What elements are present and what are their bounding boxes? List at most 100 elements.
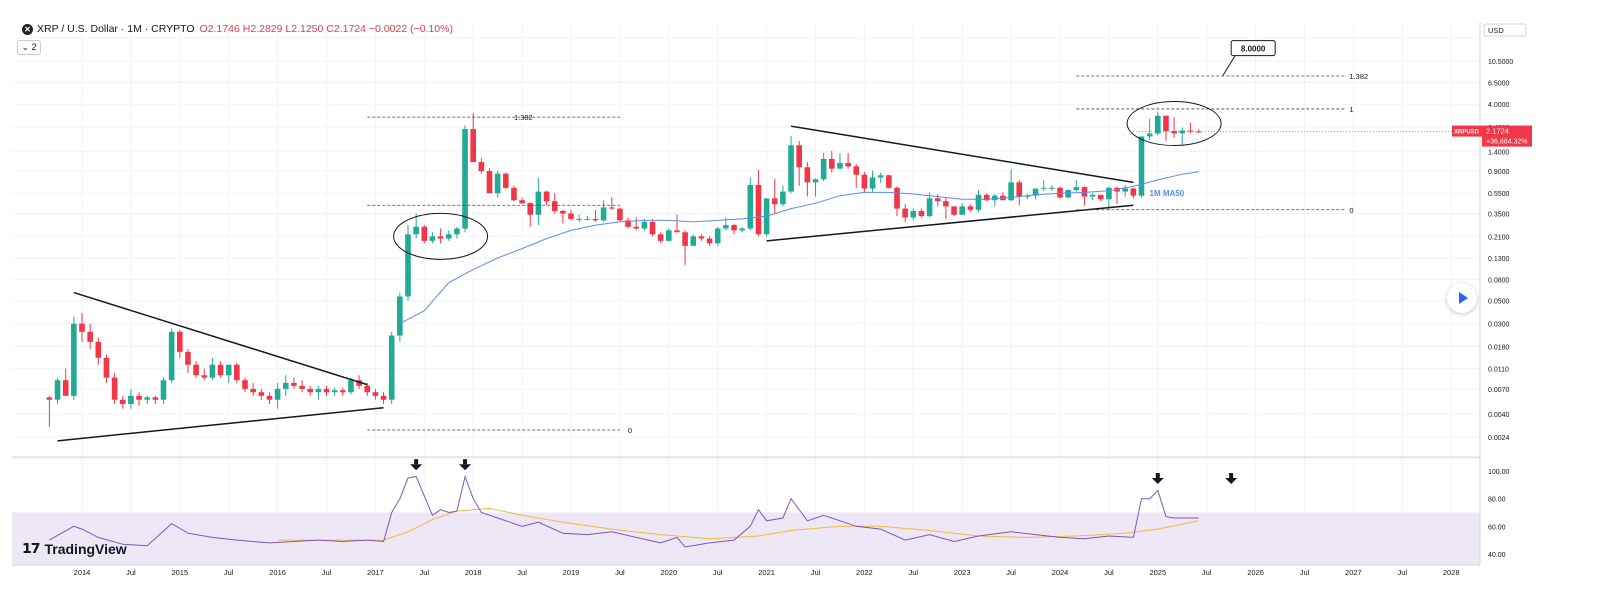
axes: USD10.50006.50004.00002.40001.40000.9000… [12, 22, 1532, 577]
candle-body [437, 236, 444, 239]
candle-body [331, 390, 338, 393]
price-tick-label: 0.0500 [1488, 299, 1510, 306]
candle-body [641, 221, 648, 229]
time-tick-label: 2015 [171, 568, 188, 577]
candle-body [364, 385, 371, 393]
arrow-down-icon [414, 459, 419, 465]
arrow-down-icon [463, 459, 468, 465]
candle-body [674, 230, 680, 233]
candle-body [429, 236, 436, 241]
arrow-down-icon [459, 464, 472, 471]
candle-body [755, 185, 762, 235]
candle-body [445, 234, 452, 239]
candle-body [503, 173, 509, 188]
fib-label: 1 [1349, 105, 1353, 114]
candle-body [519, 200, 525, 204]
rsi-ma-line [277, 507, 1199, 541]
triangle-lower-line [57, 406, 384, 442]
candle-body [323, 388, 330, 393]
candle-body [788, 145, 794, 192]
price-tick-label: 0.5500 [1488, 191, 1510, 198]
collapse-indicators-button[interactable]: ⌄ 2 [17, 40, 41, 55]
candle-body [698, 236, 705, 239]
time-tick-label: Jul [126, 568, 136, 577]
candle-body [649, 221, 656, 235]
candle-body [454, 228, 460, 235]
price-tick-label: 1.4000 [1488, 149, 1510, 156]
currency-label: USD [1488, 26, 1504, 35]
time-tick-label: Jul [909, 568, 919, 577]
triangle-lower-line-2 [766, 204, 1134, 242]
time-tick-label: 2017 [367, 568, 384, 577]
candle-body [152, 397, 159, 400]
play-icon [1459, 292, 1468, 304]
candle-body [682, 232, 688, 246]
last-price-change: +36,884.32% [1486, 139, 1527, 146]
candle-body [910, 210, 917, 218]
candle-body [234, 364, 240, 381]
candle-body [902, 208, 908, 218]
time-tick-label: Jul [1300, 568, 1310, 577]
rsi-tick-label: 40.00 [1488, 552, 1506, 559]
arrow-down-icon [1151, 478, 1164, 485]
candle-body [804, 167, 811, 183]
candle-body [486, 171, 493, 194]
fib-label: 0 [1349, 206, 1353, 215]
candle-body [543, 191, 550, 202]
candle-body [853, 166, 860, 175]
candle-body [690, 236, 697, 246]
candle-body [421, 226, 428, 241]
candle-body [943, 201, 949, 207]
candle-body [1146, 133, 1153, 137]
rsi-tick-label: 60.00 [1488, 524, 1506, 531]
candle-body [71, 323, 77, 396]
target-callout-label: 8.0000 [1241, 45, 1266, 54]
time-tick-label: 2026 [1247, 568, 1264, 577]
candle-body [560, 210, 566, 214]
candle-body [1171, 131, 1177, 134]
candle-body [1081, 187, 1088, 197]
triangle-upper-line [73, 291, 368, 386]
candle-body [633, 226, 639, 229]
candle-body [1032, 188, 1039, 196]
candle-body [576, 218, 582, 220]
arrow-down-icon [1225, 478, 1238, 485]
symbol-title[interactable]: XRP / U.S. Dollar · 1M · CRYPTO [37, 23, 195, 35]
arrow-down-icon [1229, 473, 1234, 479]
candle-body [225, 364, 232, 376]
candle-body [959, 206, 965, 215]
candle-body [46, 397, 53, 400]
play-replay-button[interactable] [1447, 283, 1477, 313]
candle-body [217, 364, 224, 376]
candle-body [494, 173, 501, 194]
candle-body [111, 377, 118, 400]
candle-body [877, 175, 884, 178]
tradingview-logo[interactable]: 𝟭𝟳 TradingView [22, 540, 127, 557]
candle-body [193, 364, 199, 376]
candle-body [1049, 187, 1055, 189]
time-tick-label: 2028 [1443, 568, 1460, 577]
candle-body [291, 382, 297, 386]
candle-body [796, 145, 802, 168]
drawing-tools: 1.382 0 1.382 1 0 8.0000 [57, 40, 1368, 442]
time-tick-label: 2023 [954, 568, 971, 577]
candle-body [356, 380, 362, 386]
candle-body [1040, 187, 1047, 189]
candle-body [274, 388, 281, 400]
candle-body [1179, 130, 1186, 134]
ohlc-high: H2.2829 [242, 23, 283, 35]
candle-body [1073, 187, 1080, 191]
candle-body [478, 162, 485, 172]
price-tick-label: 0.9000 [1488, 169, 1510, 176]
candle-body [829, 158, 835, 169]
candle-body [739, 228, 745, 231]
candle-body [568, 213, 574, 219]
candle-body [209, 364, 216, 378]
candle-body [62, 380, 69, 396]
fib-label: 0 [628, 426, 632, 435]
time-tick-label: 2021 [758, 568, 775, 577]
consolidation-ellipse [393, 212, 489, 260]
candle-body [1138, 136, 1145, 196]
price-tick-label: 10.5000 [1488, 59, 1513, 66]
time-tick-label: 2020 [660, 568, 677, 577]
